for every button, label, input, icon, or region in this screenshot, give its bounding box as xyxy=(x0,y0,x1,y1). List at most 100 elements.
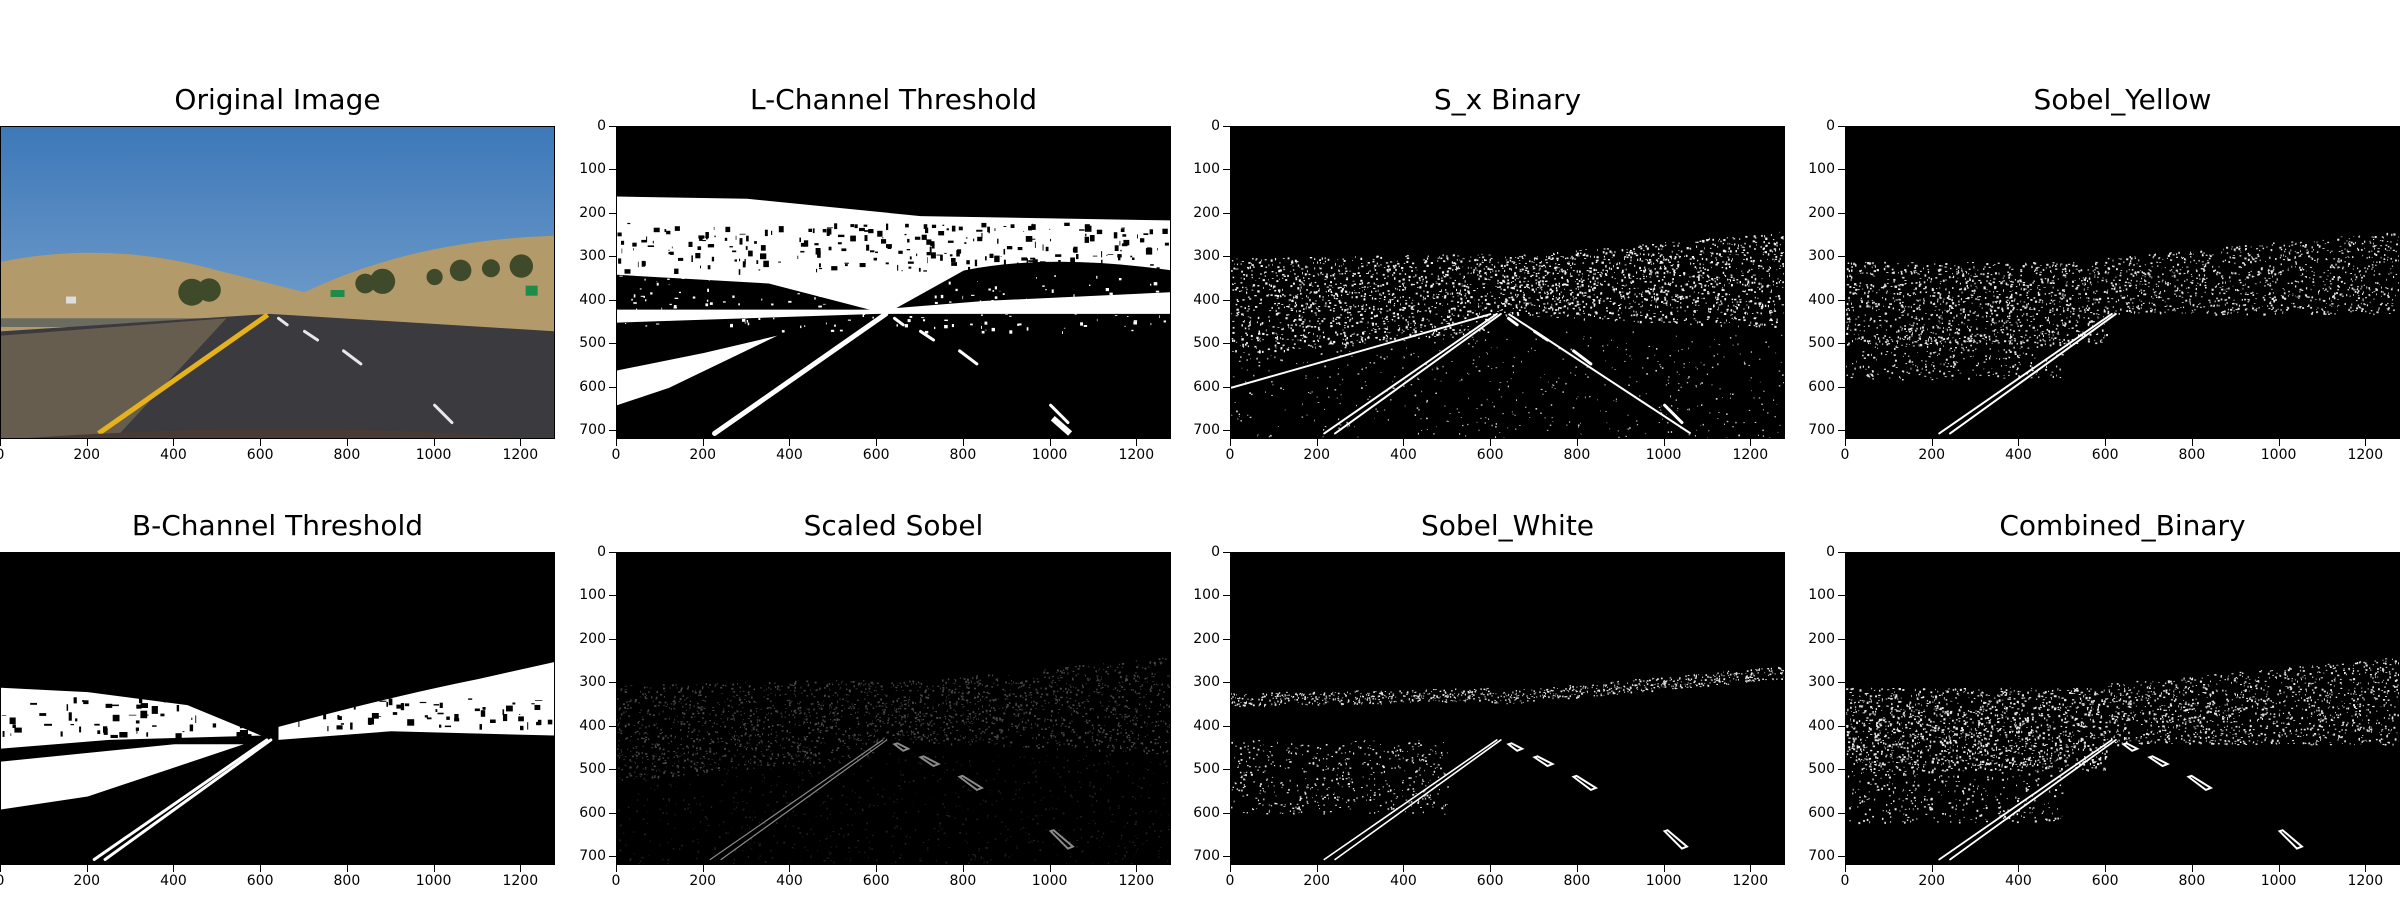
panel-title: L-Channel Threshold xyxy=(749,83,1038,116)
dash xyxy=(1049,403,1070,425)
panel-title: Sobel_Yellow xyxy=(2033,83,2212,116)
y-tick xyxy=(1838,638,1845,640)
shoulder-blob xyxy=(617,335,778,406)
y-tick xyxy=(609,856,616,858)
tree xyxy=(509,254,534,278)
y-tick xyxy=(609,169,616,171)
x-tick xyxy=(1316,865,1318,872)
left-lane-edge xyxy=(92,738,269,861)
dash-outline xyxy=(1571,774,1599,792)
y-tick-label: 400 xyxy=(579,291,606,308)
left-lane-edge xyxy=(1334,739,1502,861)
y-tick-label: 200 xyxy=(1193,204,1220,221)
y-tick-label: 0 xyxy=(1826,544,1835,560)
x-tick-label: 1000 xyxy=(415,873,452,889)
y-tick xyxy=(1838,126,1845,127)
y-tick xyxy=(1223,256,1230,258)
y-tick xyxy=(609,638,616,640)
tree xyxy=(481,259,500,278)
x-tick-label: 800 xyxy=(1563,873,1591,889)
x-tick-label: 600 xyxy=(862,873,890,889)
x-tick xyxy=(2365,865,2367,872)
image-canvas xyxy=(617,553,1170,864)
dash-outline xyxy=(2186,774,2214,792)
left-lane-edge xyxy=(1938,739,2113,861)
edge-texture xyxy=(1846,687,2108,773)
x-tick xyxy=(173,865,175,872)
y-tick xyxy=(1223,725,1230,727)
x-tick-label: 200 xyxy=(689,447,717,463)
x-tick-label: 1000 xyxy=(1645,447,1682,463)
image-frame xyxy=(0,552,555,865)
x-tick-label: 1000 xyxy=(2260,873,2297,889)
y-tick xyxy=(609,769,616,771)
x-tick-label: 1000 xyxy=(415,447,452,463)
y-tick xyxy=(1223,126,1230,127)
y-tick xyxy=(1223,299,1230,301)
y-tick xyxy=(1838,595,1845,597)
x-tick-label: 400 xyxy=(776,873,803,889)
x-tick-label: 1000 xyxy=(1031,447,1068,463)
x-tick-label: 600 xyxy=(246,873,274,889)
y-tick xyxy=(1838,552,1845,553)
x-tick xyxy=(1136,439,1138,446)
x-tick xyxy=(86,865,88,872)
y-tick xyxy=(609,212,616,214)
x-tick-label: 0 xyxy=(1225,873,1235,889)
dash xyxy=(1663,403,1684,425)
image-frame xyxy=(1230,552,1785,865)
y-tick-label: 700 xyxy=(1193,422,1220,439)
y-tick xyxy=(1223,430,1230,432)
x-tick xyxy=(962,865,964,872)
dash xyxy=(1533,329,1550,342)
image-canvas xyxy=(1846,127,2399,438)
y-tick-label: 400 xyxy=(579,717,606,734)
y-tick xyxy=(1223,638,1230,640)
x-tick xyxy=(1403,865,1405,872)
image-frame xyxy=(1845,552,2400,865)
y-tick-label: 600 xyxy=(1808,378,1835,395)
edge-texture xyxy=(2106,232,2399,316)
y-tick xyxy=(1223,386,1230,388)
x-tick-label: 400 xyxy=(1390,873,1417,889)
dash xyxy=(958,349,979,366)
y-tick xyxy=(609,595,616,597)
x-tick xyxy=(876,439,878,446)
y-tick-label: 700 xyxy=(1808,422,1835,439)
x-tick xyxy=(1136,865,1138,872)
y-tick xyxy=(1223,595,1230,597)
x-tick xyxy=(0,865,1,872)
y-tick-label: 200 xyxy=(579,630,606,647)
x-tick xyxy=(789,439,791,446)
background xyxy=(617,553,1170,864)
y-tick-label: 0 xyxy=(1211,544,1220,560)
trees xyxy=(178,254,534,306)
x-tick xyxy=(1403,439,1405,446)
x-tick xyxy=(1490,439,1492,446)
dash xyxy=(303,329,320,342)
left-lane-edge xyxy=(1323,312,1498,435)
y-tick-label: 100 xyxy=(1808,587,1835,604)
edge-texture xyxy=(1231,331,1784,438)
x-tick xyxy=(520,439,522,446)
y-tick-label: 200 xyxy=(1808,630,1835,647)
y-tick-label: 300 xyxy=(1808,248,1835,265)
x-tick-label: 1200 xyxy=(1732,447,1769,463)
lane-lines xyxy=(709,739,888,861)
tree xyxy=(369,268,396,294)
dash-outline xyxy=(2121,742,2140,752)
y-tick-label: 300 xyxy=(579,674,606,691)
y-tick-label: 600 xyxy=(579,804,606,821)
y-tick-label: 600 xyxy=(1193,804,1220,821)
y-tick-label: 200 xyxy=(1808,204,1835,221)
x-tick-label: 600 xyxy=(1476,447,1504,463)
x-tick xyxy=(433,865,435,872)
x-tick-label: 800 xyxy=(2178,447,2206,463)
x-tick-label: 1200 xyxy=(1118,873,1155,889)
left-lane-edge xyxy=(1949,739,2117,861)
x-tick xyxy=(2365,439,2367,446)
y-tick-label: 300 xyxy=(1193,674,1220,691)
image-canvas xyxy=(1846,553,2399,864)
dash-outline xyxy=(1532,755,1555,768)
image-canvas xyxy=(1,553,554,864)
